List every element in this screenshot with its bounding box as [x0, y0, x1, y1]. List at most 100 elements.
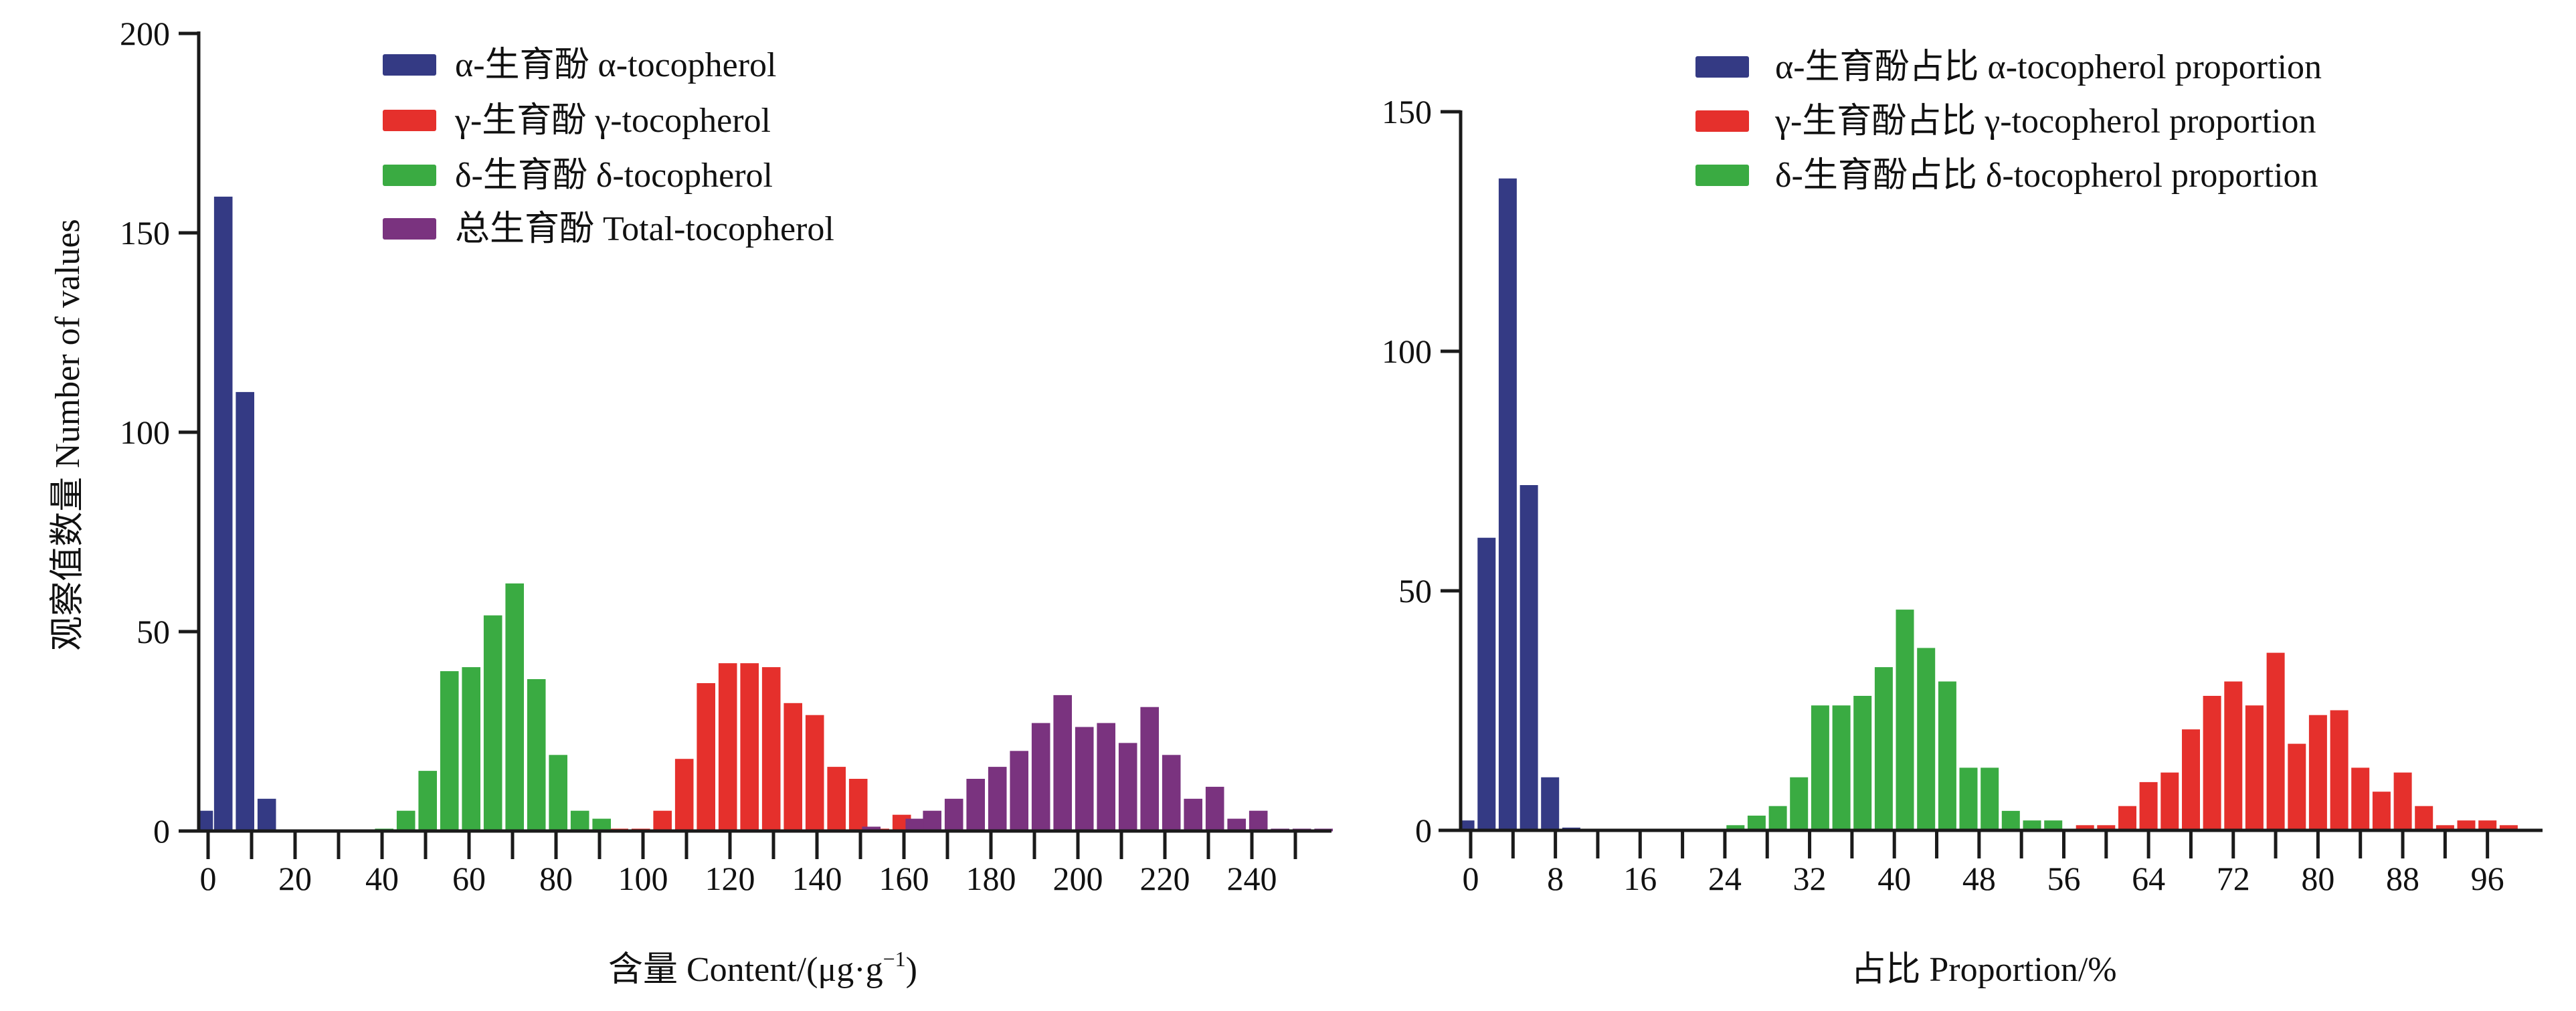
left-bar [761, 667, 781, 832]
left-bar [805, 715, 824, 832]
left-bar [740, 663, 759, 832]
left-bar [848, 779, 868, 832]
right-bar [2372, 792, 2391, 831]
right-x-tick-label: 80 [2301, 860, 2334, 897]
right-x-ticks: 0 8 16 24 32 40 48 56 64 72 80 88 96 [1463, 830, 2504, 897]
left-bar [718, 663, 737, 832]
left-bar [674, 759, 694, 832]
left-bar [236, 391, 254, 832]
left-x-tick-label: 80 [539, 860, 573, 897]
right-bar [1790, 777, 1809, 831]
left-bar [592, 818, 612, 832]
right-legend-swatch [1695, 110, 1749, 132]
left-bar [396, 810, 416, 832]
left-x-tick-label: 240 [1227, 860, 1277, 897]
left-bar [213, 196, 233, 832]
right-y-tick-label: 0 [1415, 812, 1432, 849]
left-x-tick-label: 200 [1053, 860, 1103, 897]
left-y-ticks: 0 50 100 150 200 [120, 15, 199, 850]
proportion-histogram-chart: 0 8 16 24 32 40 48 56 64 72 80 88 96 0 50 100 150 占比 Pr… [1382, 48, 2543, 989]
left-bar [1184, 798, 1203, 832]
left-bar [905, 818, 925, 832]
left-series-tocopherol [610, 663, 911, 832]
right-bar [1541, 777, 1560, 831]
left-legend-label: α-生育酚 α-tocopherol [455, 46, 777, 84]
right-y-tick-label: 50 [1398, 572, 1432, 610]
left-legend-swatch [383, 165, 436, 186]
right-bar [2288, 743, 2306, 831]
left-bar [1118, 743, 1137, 832]
left-bar [827, 767, 846, 832]
left-bar [1053, 695, 1073, 832]
left-bar [199, 810, 213, 832]
left-legend-swatch [383, 110, 436, 131]
right-legend-item: α-生育酚占比 α-tocopherol proportion [1695, 48, 2322, 86]
left-legend-item: α-生育酚 α-tocopherol [383, 46, 777, 84]
right-y-tick-label: 100 [1382, 333, 1432, 370]
right-bar [1768, 806, 1787, 831]
right-bar [2245, 705, 2264, 831]
right-x-tick-label: 0 [1463, 860, 1479, 897]
content-histogram-chart: 0 20 40 60 80 100 120 140 160 180 200 220 240 0 50 100… [49, 15, 1333, 989]
left-bar [527, 679, 546, 832]
right-legend-swatch [1695, 165, 1749, 186]
right-bar [2330, 710, 2349, 831]
left-bars-group [199, 196, 1333, 832]
right-x-tick-label: 64 [2132, 860, 2165, 897]
left-y-axis-title: 观察值数量 Number of values [49, 219, 87, 651]
left-legend-item: δ-生育酚 δ-tocopherol [383, 157, 773, 195]
right-legend-swatch [1695, 56, 1749, 78]
right-legend-label: α-生育酚占比 α-tocopherol proportion [1775, 48, 2322, 86]
left-bar [418, 771, 438, 832]
right-x-tick-label: 48 [1962, 860, 1996, 897]
left-x-tick-label: 40 [365, 860, 399, 897]
right-legend-item: γ-生育酚占比 γ-tocopherol proportion [1695, 102, 2316, 141]
left-x-ticks: 0 20 40 60 80 100 120 140 160 180 200 220 240 [200, 831, 1297, 897]
right-x-tick-label: 32 [1793, 860, 1827, 897]
left-legend-swatch [383, 54, 436, 76]
left-y-tick-label: 100 [120, 413, 170, 451]
left-bar [1162, 755, 1181, 832]
right-bar [1498, 178, 1517, 831]
left-bar [653, 810, 672, 832]
left-y-tick-label: 150 [120, 214, 170, 252]
left-bar [697, 683, 716, 832]
left-x-axis-title-tail: ) [906, 951, 917, 989]
right-bar [2182, 729, 2200, 831]
left-bar [1075, 727, 1094, 832]
right-bar [1520, 485, 1538, 831]
left-bar [505, 583, 525, 832]
right-bar [1917, 648, 1936, 831]
left-x-tick-label: 160 [879, 860, 929, 897]
right-bar [2139, 782, 2158, 831]
right-x-tick-label: 96 [2471, 860, 2504, 897]
right-y-tick-label: 150 [1382, 93, 1432, 130]
left-x-tick-label: 20 [278, 860, 312, 897]
right-bar [1874, 667, 1893, 831]
right-bar [1938, 681, 1956, 831]
left-bar [966, 779, 986, 832]
right-x-tick-label: 72 [2217, 860, 2250, 897]
right-bar [1981, 767, 1999, 831]
left-bar [440, 671, 459, 832]
left-bar [1097, 723, 1116, 832]
right-series-tocopherol-proportion [1461, 178, 1580, 831]
left-legend-item: γ-生育酚 γ-tocopherol [383, 102, 771, 140]
left-x-tick-label: 140 [792, 860, 842, 897]
left-bar [1227, 818, 1247, 832]
left-bar [1205, 786, 1224, 832]
right-x-tick-label: 40 [1877, 860, 1911, 897]
left-x-axis-title: 含量 Content/(μg·g−1) [608, 947, 917, 989]
left-y-tick-label: 200 [120, 15, 170, 52]
right-bar [2308, 715, 2327, 831]
left-series-tocopherol [375, 583, 612, 832]
left-bar [1010, 751, 1029, 832]
right-legend-item: δ-生育酚占比 δ-tocopherol proportion [1695, 157, 2318, 195]
right-x-tick-label: 8 [1547, 860, 1564, 897]
right-bar [2266, 652, 2285, 831]
right-bar [2001, 810, 2020, 831]
left-series-total-tocopherol [862, 695, 1333, 832]
left-bar [549, 755, 568, 832]
left-bar [923, 810, 942, 832]
right-bar [1477, 537, 1496, 831]
